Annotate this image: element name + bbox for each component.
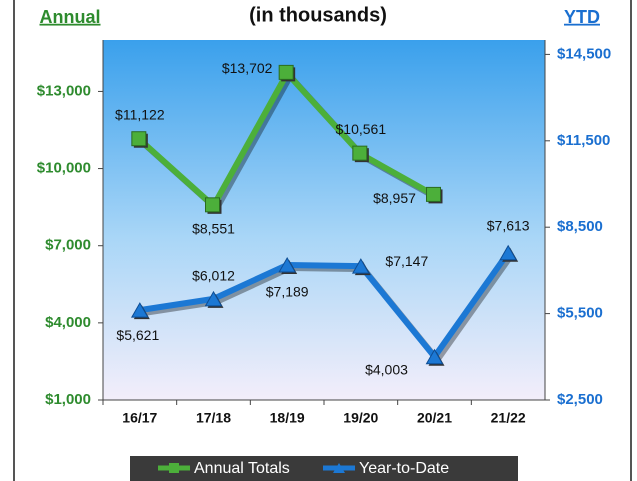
y2-tick-label: $5,500 [557, 305, 603, 322]
x-tick-label: 18/19 [270, 410, 305, 426]
marker [426, 186, 441, 202]
chart-title: (in thousands) [249, 4, 387, 26]
plot-area [103, 40, 545, 400]
data-label: $5,621 [116, 327, 159, 343]
marker [425, 348, 444, 365]
data-label: $7,147 [385, 253, 428, 269]
marker [205, 197, 220, 213]
marker [130, 302, 149, 318]
y-tick-label: $13,000 [37, 82, 91, 99]
legend-marker [169, 463, 179, 473]
data-label: $7,613 [487, 217, 530, 233]
data-label: $4,003 [365, 361, 408, 377]
x-tick-label: 20/21 [417, 410, 452, 426]
x-tick-label: 16/17 [122, 410, 157, 426]
data-label: $10,561 [336, 121, 387, 137]
data-label: $8,957 [373, 190, 416, 206]
y-tick-label: $4,000 [45, 314, 91, 331]
marker [351, 258, 370, 274]
y-axis-label: Annual [40, 7, 101, 27]
y-tick-label: $1,000 [45, 391, 91, 408]
x-tick-label: 17/18 [196, 410, 231, 426]
y2-tick-label: $14,500 [557, 45, 611, 62]
y2-tick-label: $8,500 [557, 218, 603, 235]
data-label: $6,012 [192, 268, 235, 284]
x-tick-label: 19/20 [343, 410, 378, 426]
x-tick-label: 21/22 [491, 410, 526, 426]
y2-tick-label: $11,500 [557, 132, 610, 149]
data-label: $11,122 [115, 106, 165, 122]
legend-marker [333, 463, 345, 473]
y2-tick-label: $2,500 [557, 391, 603, 408]
marker [352, 145, 368, 161]
data-label: $7,189 [266, 284, 309, 300]
legend-label: Annual Totals [194, 460, 290, 477]
marker [131, 131, 147, 147]
y-tick-label: $7,000 [45, 237, 91, 254]
data-label: $13,702 [222, 60, 273, 76]
marker [278, 64, 294, 80]
y-tick-label: $10,000 [37, 160, 91, 177]
marker [499, 244, 518, 261]
y2-axis-label: YTD [564, 7, 600, 27]
series-line [139, 251, 511, 360]
marker [278, 256, 297, 273]
marker [204, 290, 223, 307]
legend-label: Year-to-Date [359, 460, 449, 477]
data-label: $8,551 [192, 221, 235, 237]
